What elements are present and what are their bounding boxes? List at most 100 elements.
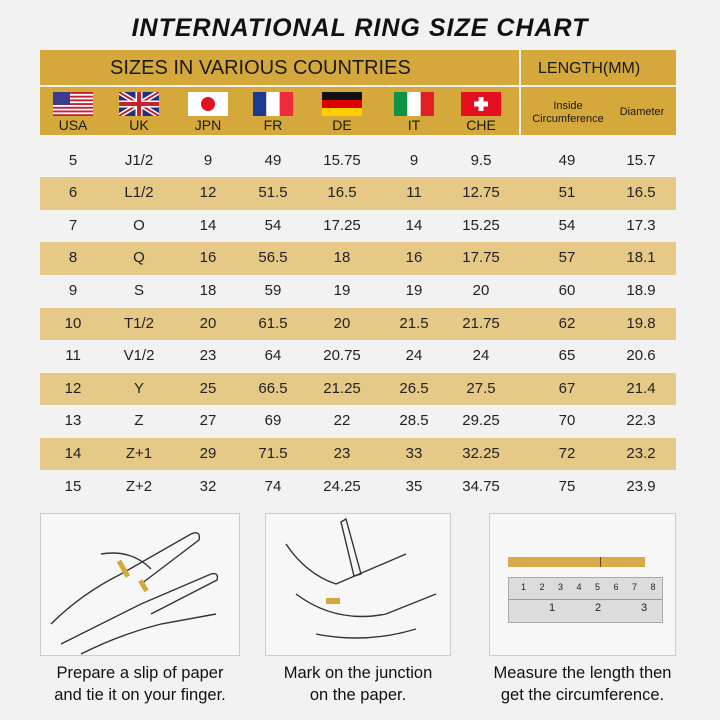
header-divider — [519, 50, 521, 135]
table-row: 7 O 14 54 17.25 14 15.25 54 17.3 — [40, 210, 676, 243]
table-cell: 67 — [558, 379, 576, 397]
table-cell: 29 — [199, 444, 217, 462]
ruler-inch-label: 2 — [595, 602, 602, 614]
country-code: DE — [332, 117, 352, 133]
table-cell: Y — [133, 379, 145, 397]
paper-strip — [508, 557, 645, 567]
table-row: 8 Q 16 56.5 18 16 17.75 57 18.1 — [40, 242, 676, 275]
ruler-mm-label: 8 — [650, 582, 656, 592]
table-cell: 15 — [64, 477, 82, 495]
table-cell: 23 — [199, 347, 217, 365]
japan-flag-icon — [188, 92, 228, 116]
table-cell: O — [133, 216, 145, 234]
table-cell: 20.6 — [626, 347, 656, 365]
table-cell: J1/2 — [124, 151, 154, 169]
table-cell: 18 — [199, 281, 217, 299]
country-che: CHE — [456, 92, 506, 133]
country-uk: UK — [114, 92, 164, 133]
country-it: IT — [389, 92, 439, 133]
country-code: UK — [129, 117, 149, 133]
table-cell: 69 — [264, 412, 282, 430]
table-cell: 18.1 — [626, 249, 656, 267]
table-cell: 17.25 — [323, 216, 361, 234]
table-cell: 21.25 — [323, 379, 361, 397]
page-title: INTERNATIONAL RING SIZE CHART — [131, 14, 589, 42]
table-cell: 75 — [558, 477, 576, 495]
step1-caption: Prepare a slip of paper and tie it on you… — [54, 664, 226, 704]
step3-caption: Measure the length then get the circumfer… — [493, 664, 672, 704]
table-cell: 54 — [558, 216, 576, 234]
diameter-header: Diameter — [619, 106, 665, 118]
table-cell: 5 — [68, 151, 78, 169]
table-cell: 12 — [64, 379, 82, 397]
germany-flag-icon — [322, 92, 362, 116]
table-cell: 8 — [68, 249, 78, 267]
table-cell: 23 — [333, 444, 351, 462]
us-flag-icon — [53, 92, 93, 116]
table-cell: 9 — [409, 151, 419, 169]
table-cell: L1/2 — [124, 184, 154, 202]
ruler-inch-label: 1 — [549, 602, 556, 614]
table-cell: 62 — [558, 314, 576, 332]
table-cell: 20 — [199, 314, 217, 332]
table-cell: 17.75 — [462, 249, 500, 267]
ruler-mm-label: 1 — [521, 582, 527, 592]
table-cell: 24 — [405, 347, 423, 365]
table-cell: 17.3 — [626, 216, 656, 234]
table-cell: 19.8 — [626, 314, 656, 332]
country-code: JPN — [194, 117, 222, 133]
ruler-mm-label: 3 — [558, 582, 564, 592]
table-cell: 16.5 — [327, 184, 357, 202]
table-cell: V1/2 — [123, 347, 155, 365]
table-cell: 16.5 — [626, 184, 656, 202]
ruler-mm-label: 4 — [576, 582, 582, 592]
ruler-inch-label: 3 — [641, 602, 648, 614]
table-cell: 29.25 — [462, 412, 500, 430]
table-cell: Z+1 — [125, 444, 153, 462]
table-cell: 11 — [65, 347, 81, 365]
table-cell: 32 — [199, 477, 217, 495]
step1-illustration — [40, 513, 240, 656]
hand-with-paper-icon — [50, 532, 219, 655]
ruler-mm-label: 2 — [539, 582, 545, 592]
table-row: 5 J1/2 9 49 15.75 9 9.5 49 15.7 — [40, 145, 676, 178]
table-cell: 15.7 — [626, 151, 656, 169]
table-cell: 19 — [405, 281, 423, 299]
length-header: LENGTH(MM) — [538, 60, 641, 77]
table-cell: 9.5 — [470, 151, 492, 169]
italy-flag-icon — [394, 92, 434, 116]
step2-caption: Mark on the junction on the paper. — [283, 664, 433, 704]
table-cell: 10 — [64, 314, 82, 332]
table-cell: 27 — [199, 412, 217, 430]
table-cell: 56.5 — [258, 249, 288, 267]
ruler-mm-label: 5 — [595, 582, 601, 592]
table-cell: 27.5 — [466, 379, 496, 397]
table-cell: 64 — [264, 347, 282, 365]
table-cell: 12.75 — [462, 184, 500, 202]
ruler-mm-label: 6 — [613, 582, 619, 592]
table-cell: 60 — [558, 281, 576, 299]
country-code: IT — [407, 117, 421, 133]
table-row: 15 Z+2 32 74 24.25 35 34.75 75 23.9 — [40, 471, 676, 504]
table-row: 11 V1/2 23 64 20.75 24 24 65 20.6 — [40, 340, 676, 373]
table-cell: 72 — [558, 444, 576, 462]
table-cell: 14 — [199, 216, 217, 234]
table-cell: 21.75 — [462, 314, 500, 332]
country-code: FR — [263, 117, 283, 133]
table-cell: 16 — [405, 249, 423, 267]
table-cell: 14 — [64, 444, 82, 462]
table-cell: 22.3 — [626, 412, 656, 430]
table-cell: 20.75 — [323, 347, 361, 365]
switzerland-flag-icon — [461, 92, 501, 116]
table-row: 9 S 18 59 19 19 20 60 18.9 — [40, 275, 676, 308]
table-cell: 12 — [199, 184, 217, 202]
table-cell: 51 — [558, 184, 576, 202]
table-cell: 57 — [558, 249, 576, 267]
table-cell: 35 — [405, 477, 423, 495]
table-cell: 9 — [68, 281, 78, 299]
table-cell: 21.5 — [399, 314, 429, 332]
table-cell: 59 — [264, 281, 282, 299]
table-cell: 71.5 — [258, 444, 288, 462]
